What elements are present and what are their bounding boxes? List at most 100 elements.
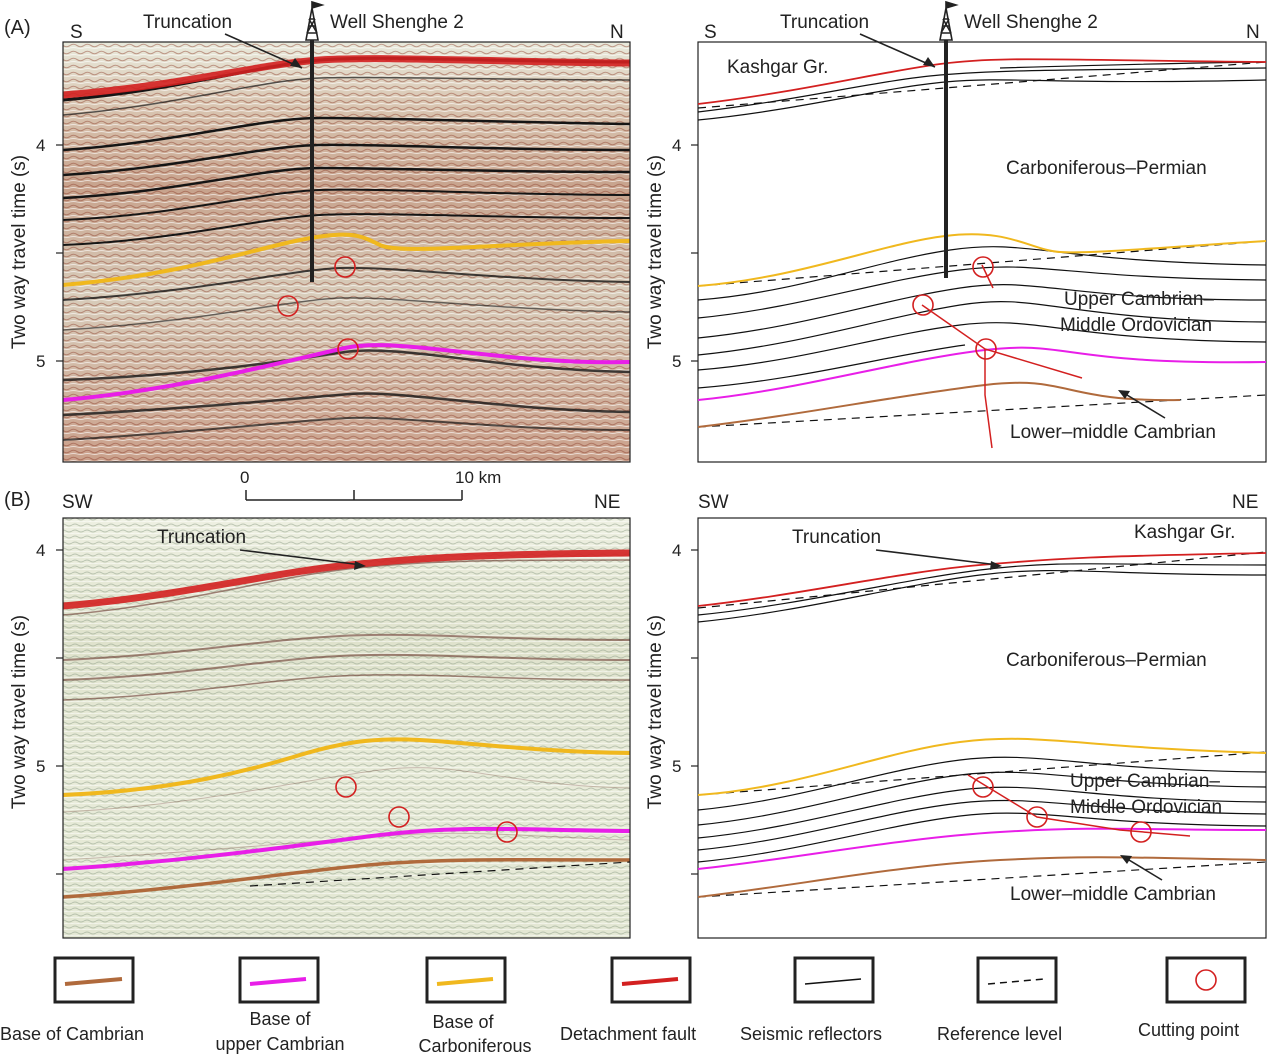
detachment-fault-b — [697, 552, 1267, 607]
cutting-point — [975, 338, 997, 360]
seismic-reflectors-a — [62, 56, 631, 441]
well-derrick-icon — [939, 0, 959, 41]
upper-cambrian-label-a2: Middle Ordovician — [1060, 315, 1212, 336]
upper-cambrian-horizon-b — [62, 826, 631, 871]
legend-label: Reference level — [937, 1024, 1062, 1044]
cutting-point — [388, 806, 410, 828]
carboniferous-line-b — [697, 737, 1267, 796]
arrow-head-icon — [1120, 855, 1132, 864]
direction-n-right: N — [1246, 22, 1260, 43]
legend-item-detachment-fault: Detachment fault — [560, 956, 696, 1044]
reference-level-a — [697, 61, 1267, 428]
truncation-arrow-a-right — [859, 33, 936, 68]
well-label-a: Well Shenghe 2 — [330, 12, 464, 33]
yellow-line-icon — [436, 977, 494, 986]
direction-ne-right: NE — [1232, 492, 1258, 513]
legend: Base of Cambrian Base of upper Cambrian … — [0, 956, 1247, 1056]
cutting-point — [912, 294, 934, 316]
truncation-label-a-right: Truncation — [780, 12, 869, 33]
upper-cambrian-line-b — [697, 827, 1267, 870]
legend-label: Carboniferous — [418, 1036, 531, 1056]
tick-label-5-b-right: 5 — [672, 757, 681, 776]
lower-cambrian-label-b: Lower–middle Cambrian — [1010, 884, 1216, 905]
direction-n: N — [610, 22, 624, 43]
cutting-point — [496, 821, 518, 843]
seismic-texture — [63, 42, 630, 462]
legend-item-cambrian-base: Base of Cambrian — [0, 956, 144, 1044]
direction-sw-right: SW — [698, 492, 729, 513]
detachment-fault-horizon-b — [62, 549, 631, 610]
panel-b-seismic — [62, 517, 631, 939]
carb-perm-label-a: Carboniferous–Permian — [1006, 158, 1207, 179]
tick-label-4-b-right: 4 — [672, 541, 681, 560]
arrow-head-icon — [990, 561, 1002, 570]
dashed-line-icon — [987, 978, 1045, 985]
legend-label: Cutting point — [1138, 1020, 1239, 1040]
legend-label: Base of — [432, 1012, 494, 1032]
legend-item-seismic-reflectors: Seismic reflectors — [740, 956, 882, 1044]
cutting-point — [337, 338, 359, 360]
truncation-arrow-b — [239, 549, 363, 566]
scale-ten-km: 10 km — [455, 468, 501, 487]
y-axis-a-right — [691, 144, 698, 362]
direction-sw: SW — [62, 492, 93, 513]
y-axis-label-a-left: Two way travel time (s) — [9, 155, 30, 349]
arrow-head-icon — [290, 58, 302, 68]
cambrian-base-horizon-b — [62, 857, 631, 899]
tick-label-5-right: 5 — [672, 352, 681, 371]
magenta-line-icon — [249, 977, 307, 986]
carboniferous-horizon-b — [62, 737, 631, 797]
well-label-a-right: Well Shenghe 2 — [964, 12, 1098, 33]
reference-level-b-seismic — [249, 861, 631, 887]
y-axis-label-a-right: Two way travel time (s) — [645, 155, 666, 349]
well-derrick-icon — [305, 0, 325, 41]
arrow-head-icon — [923, 57, 935, 67]
panel-letter-b: (B) — [4, 489, 31, 511]
legend-item-carboniferous-base: Base of Carboniferous — [418, 956, 532, 1056]
tick-label-4-right: 4 — [672, 136, 681, 155]
panel-b-interpretation — [697, 517, 1267, 939]
legend-label: Base of Cambrian — [0, 1024, 144, 1044]
legend-label: Seismic reflectors — [740, 1024, 882, 1044]
cutting-point — [277, 295, 299, 317]
lower-cambrian-arrow-b — [1123, 856, 1163, 881]
lower-cambrian-arrow-a — [1121, 391, 1166, 419]
legend-label: upper Cambrian — [215, 1034, 344, 1054]
panel-a-interpretation — [697, 0, 1267, 463]
legend-label: Base of — [249, 1009, 311, 1029]
y-axis-label-b-right: Two way travel time (s) — [645, 615, 666, 809]
panel-letter-a: (A) — [4, 17, 31, 39]
legend-item-cutting-point: Cutting point — [1138, 956, 1247, 1040]
cutting-point — [972, 776, 994, 798]
arrow-head-icon — [1118, 390, 1130, 399]
carboniferous-line-a — [697, 233, 1267, 287]
upper-cambrian-label-a1: Upper Cambrian– — [1064, 289, 1214, 310]
upper-cambrian-label-b1: Upper Cambrian– — [1070, 771, 1220, 792]
arrow-head-icon — [354, 561, 366, 570]
direction-ne: NE — [594, 492, 620, 513]
scale-bar — [245, 490, 463, 501]
upper-cambrian-label-b2: Middle Ordovician — [1070, 797, 1222, 818]
tick-label-4-b: 4 — [36, 541, 45, 560]
y-axis-label-b-left: Two way travel time (s) — [9, 615, 30, 809]
interpreted-reflectors-b — [697, 563, 1267, 863]
legend-item-reference-level: Reference level — [937, 956, 1062, 1044]
cutting-point — [1026, 806, 1048, 828]
panel-frame — [62, 41, 631, 463]
truncation-label-b: Truncation — [157, 527, 246, 548]
cutting-point — [334, 256, 356, 278]
cutting-point — [335, 776, 357, 798]
legend-label: Detachment fault — [560, 1024, 696, 1044]
reference-level-b — [697, 551, 1267, 898]
tick-label-5: 5 — [36, 352, 45, 371]
direction-s-right: S — [704, 22, 717, 43]
scale-zero: 0 — [240, 468, 249, 487]
y-axis-a-left — [56, 144, 63, 362]
upper-cambrian-horizon-a — [62, 343, 631, 402]
y-axis-b-left — [56, 549, 63, 875]
red-line-icon — [621, 977, 679, 986]
black-line-icon — [804, 978, 862, 985]
truncation-label-b-right: Truncation — [792, 527, 881, 548]
detachment-fault-horizon-a — [62, 55, 631, 99]
carb-perm-label-b: Carboniferous–Permian — [1006, 650, 1207, 671]
